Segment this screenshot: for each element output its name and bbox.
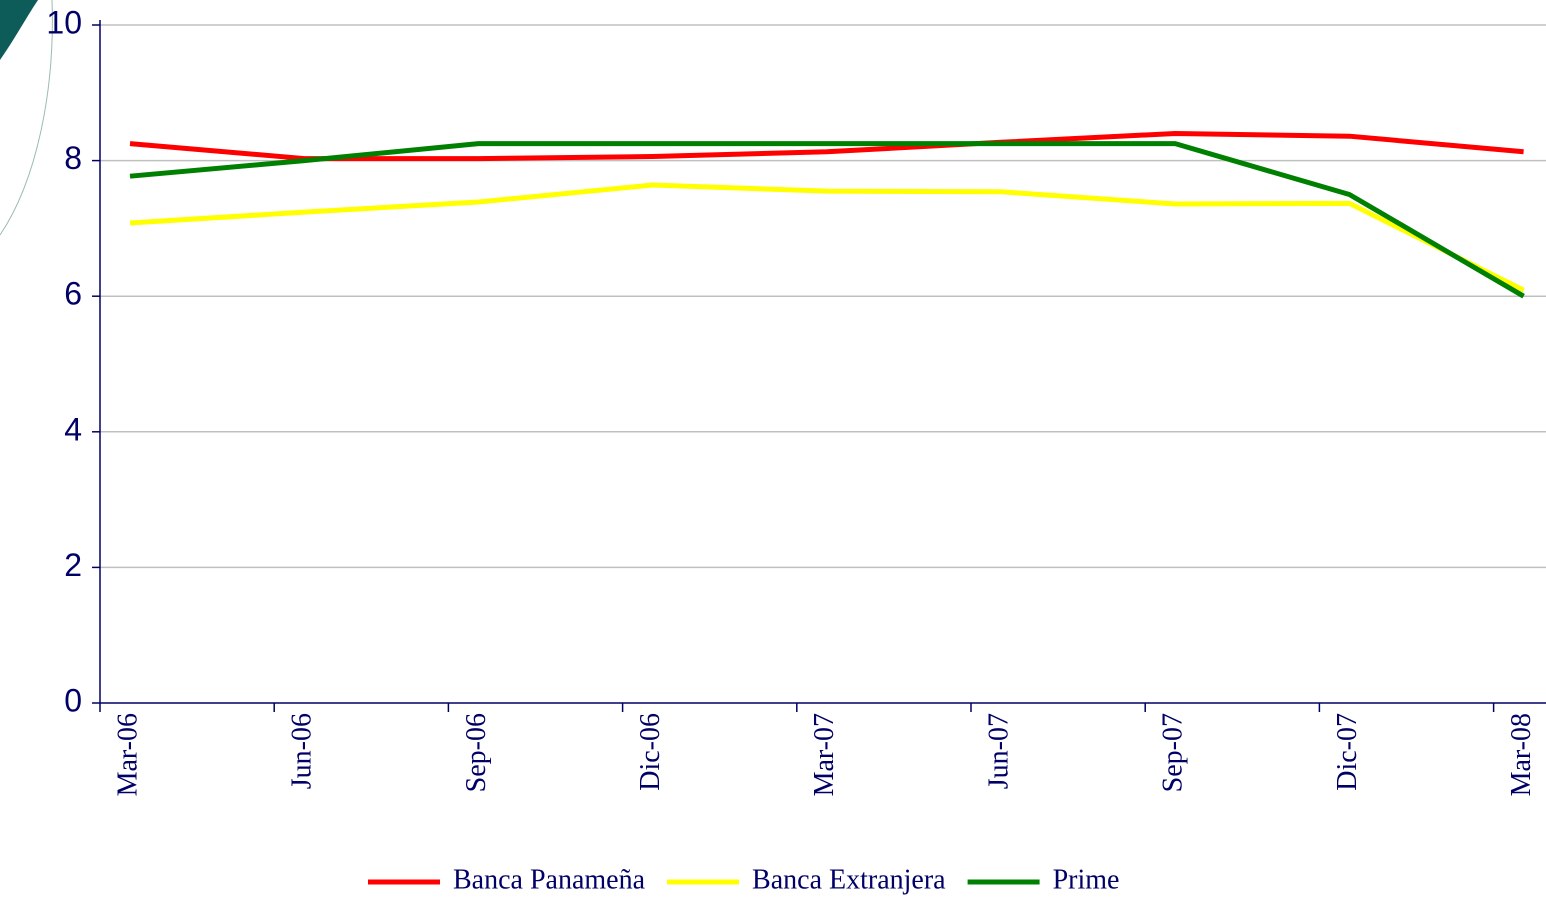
legend-label: Prime bbox=[1053, 864, 1120, 895]
x-tick-label: Dic-06 bbox=[635, 713, 666, 791]
y-tick-label: 6 bbox=[64, 276, 82, 312]
legend-label: Banca Panameña bbox=[453, 864, 646, 895]
x-tick-label: Mar-07 bbox=[809, 713, 840, 796]
series-line bbox=[129, 130, 1524, 162]
series-line bbox=[129, 182, 1525, 293]
legend-label: Banca Extranjera bbox=[752, 864, 946, 895]
x-tick-label: Jun-07 bbox=[983, 713, 1014, 789]
x-tick-label: Mar-08 bbox=[1506, 713, 1537, 796]
decoration-arc bbox=[0, 0, 53, 236]
series-line bbox=[129, 141, 1525, 299]
y-tick-label: 8 bbox=[64, 140, 82, 176]
x-tick-label: Dic-07 bbox=[1332, 713, 1363, 791]
y-tick-label: 4 bbox=[64, 411, 82, 447]
y-tick-label: 10 bbox=[46, 4, 82, 40]
x-tick-label: Sep-06 bbox=[461, 713, 492, 792]
x-tick-label: Mar-06 bbox=[112, 713, 143, 796]
y-tick-label: 0 bbox=[64, 682, 82, 718]
decoration bbox=[0, 0, 38, 60]
y-tick-label: 2 bbox=[64, 547, 82, 583]
x-tick-label: Sep-07 bbox=[1158, 713, 1189, 792]
x-tick-label: Jun-06 bbox=[287, 713, 318, 789]
